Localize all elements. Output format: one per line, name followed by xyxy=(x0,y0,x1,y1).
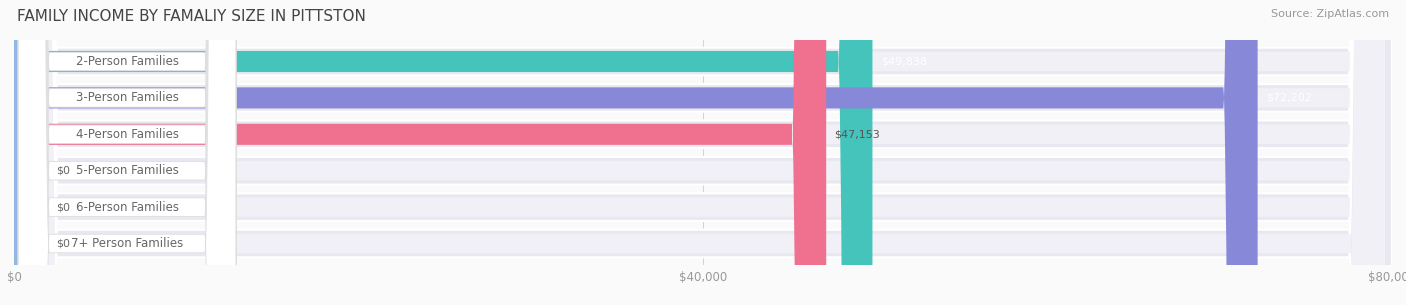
Text: $72,202: $72,202 xyxy=(1265,93,1312,103)
FancyBboxPatch shape xyxy=(21,0,1385,305)
Text: $47,153: $47,153 xyxy=(835,129,880,139)
Text: 6-Person Families: 6-Person Families xyxy=(76,201,179,213)
Text: FAMILY INCOME BY FAMALIY SIZE IN PITTSTON: FAMILY INCOME BY FAMALIY SIZE IN PITTSTO… xyxy=(17,9,366,24)
FancyBboxPatch shape xyxy=(14,0,1392,305)
Text: Source: ZipAtlas.com: Source: ZipAtlas.com xyxy=(1271,9,1389,19)
FancyBboxPatch shape xyxy=(14,0,873,305)
FancyBboxPatch shape xyxy=(14,0,1392,305)
Text: 3-Person Families: 3-Person Families xyxy=(76,92,179,104)
FancyBboxPatch shape xyxy=(21,0,1385,305)
Text: 7+ Person Families: 7+ Person Families xyxy=(70,237,183,250)
FancyBboxPatch shape xyxy=(11,0,48,305)
Text: 5-Person Families: 5-Person Families xyxy=(76,164,179,177)
FancyBboxPatch shape xyxy=(18,0,236,305)
Text: $0: $0 xyxy=(56,239,70,249)
FancyBboxPatch shape xyxy=(11,0,48,305)
Text: $49,838: $49,838 xyxy=(880,56,927,66)
FancyBboxPatch shape xyxy=(18,0,236,305)
FancyBboxPatch shape xyxy=(21,0,1385,305)
FancyBboxPatch shape xyxy=(21,0,1385,305)
FancyBboxPatch shape xyxy=(21,0,1385,305)
FancyBboxPatch shape xyxy=(21,0,1385,305)
FancyBboxPatch shape xyxy=(11,0,48,305)
FancyBboxPatch shape xyxy=(14,0,1392,305)
FancyBboxPatch shape xyxy=(18,0,236,305)
Text: 2-Person Families: 2-Person Families xyxy=(76,55,179,68)
Text: $0: $0 xyxy=(56,166,70,176)
Text: $0: $0 xyxy=(56,202,70,212)
FancyBboxPatch shape xyxy=(18,0,236,305)
Text: 4-Person Families: 4-Person Families xyxy=(76,128,179,141)
FancyBboxPatch shape xyxy=(14,0,1392,305)
FancyBboxPatch shape xyxy=(14,0,1392,305)
FancyBboxPatch shape xyxy=(14,0,1392,305)
FancyBboxPatch shape xyxy=(18,0,236,305)
FancyBboxPatch shape xyxy=(18,0,236,305)
FancyBboxPatch shape xyxy=(14,0,1257,305)
FancyBboxPatch shape xyxy=(14,0,827,305)
